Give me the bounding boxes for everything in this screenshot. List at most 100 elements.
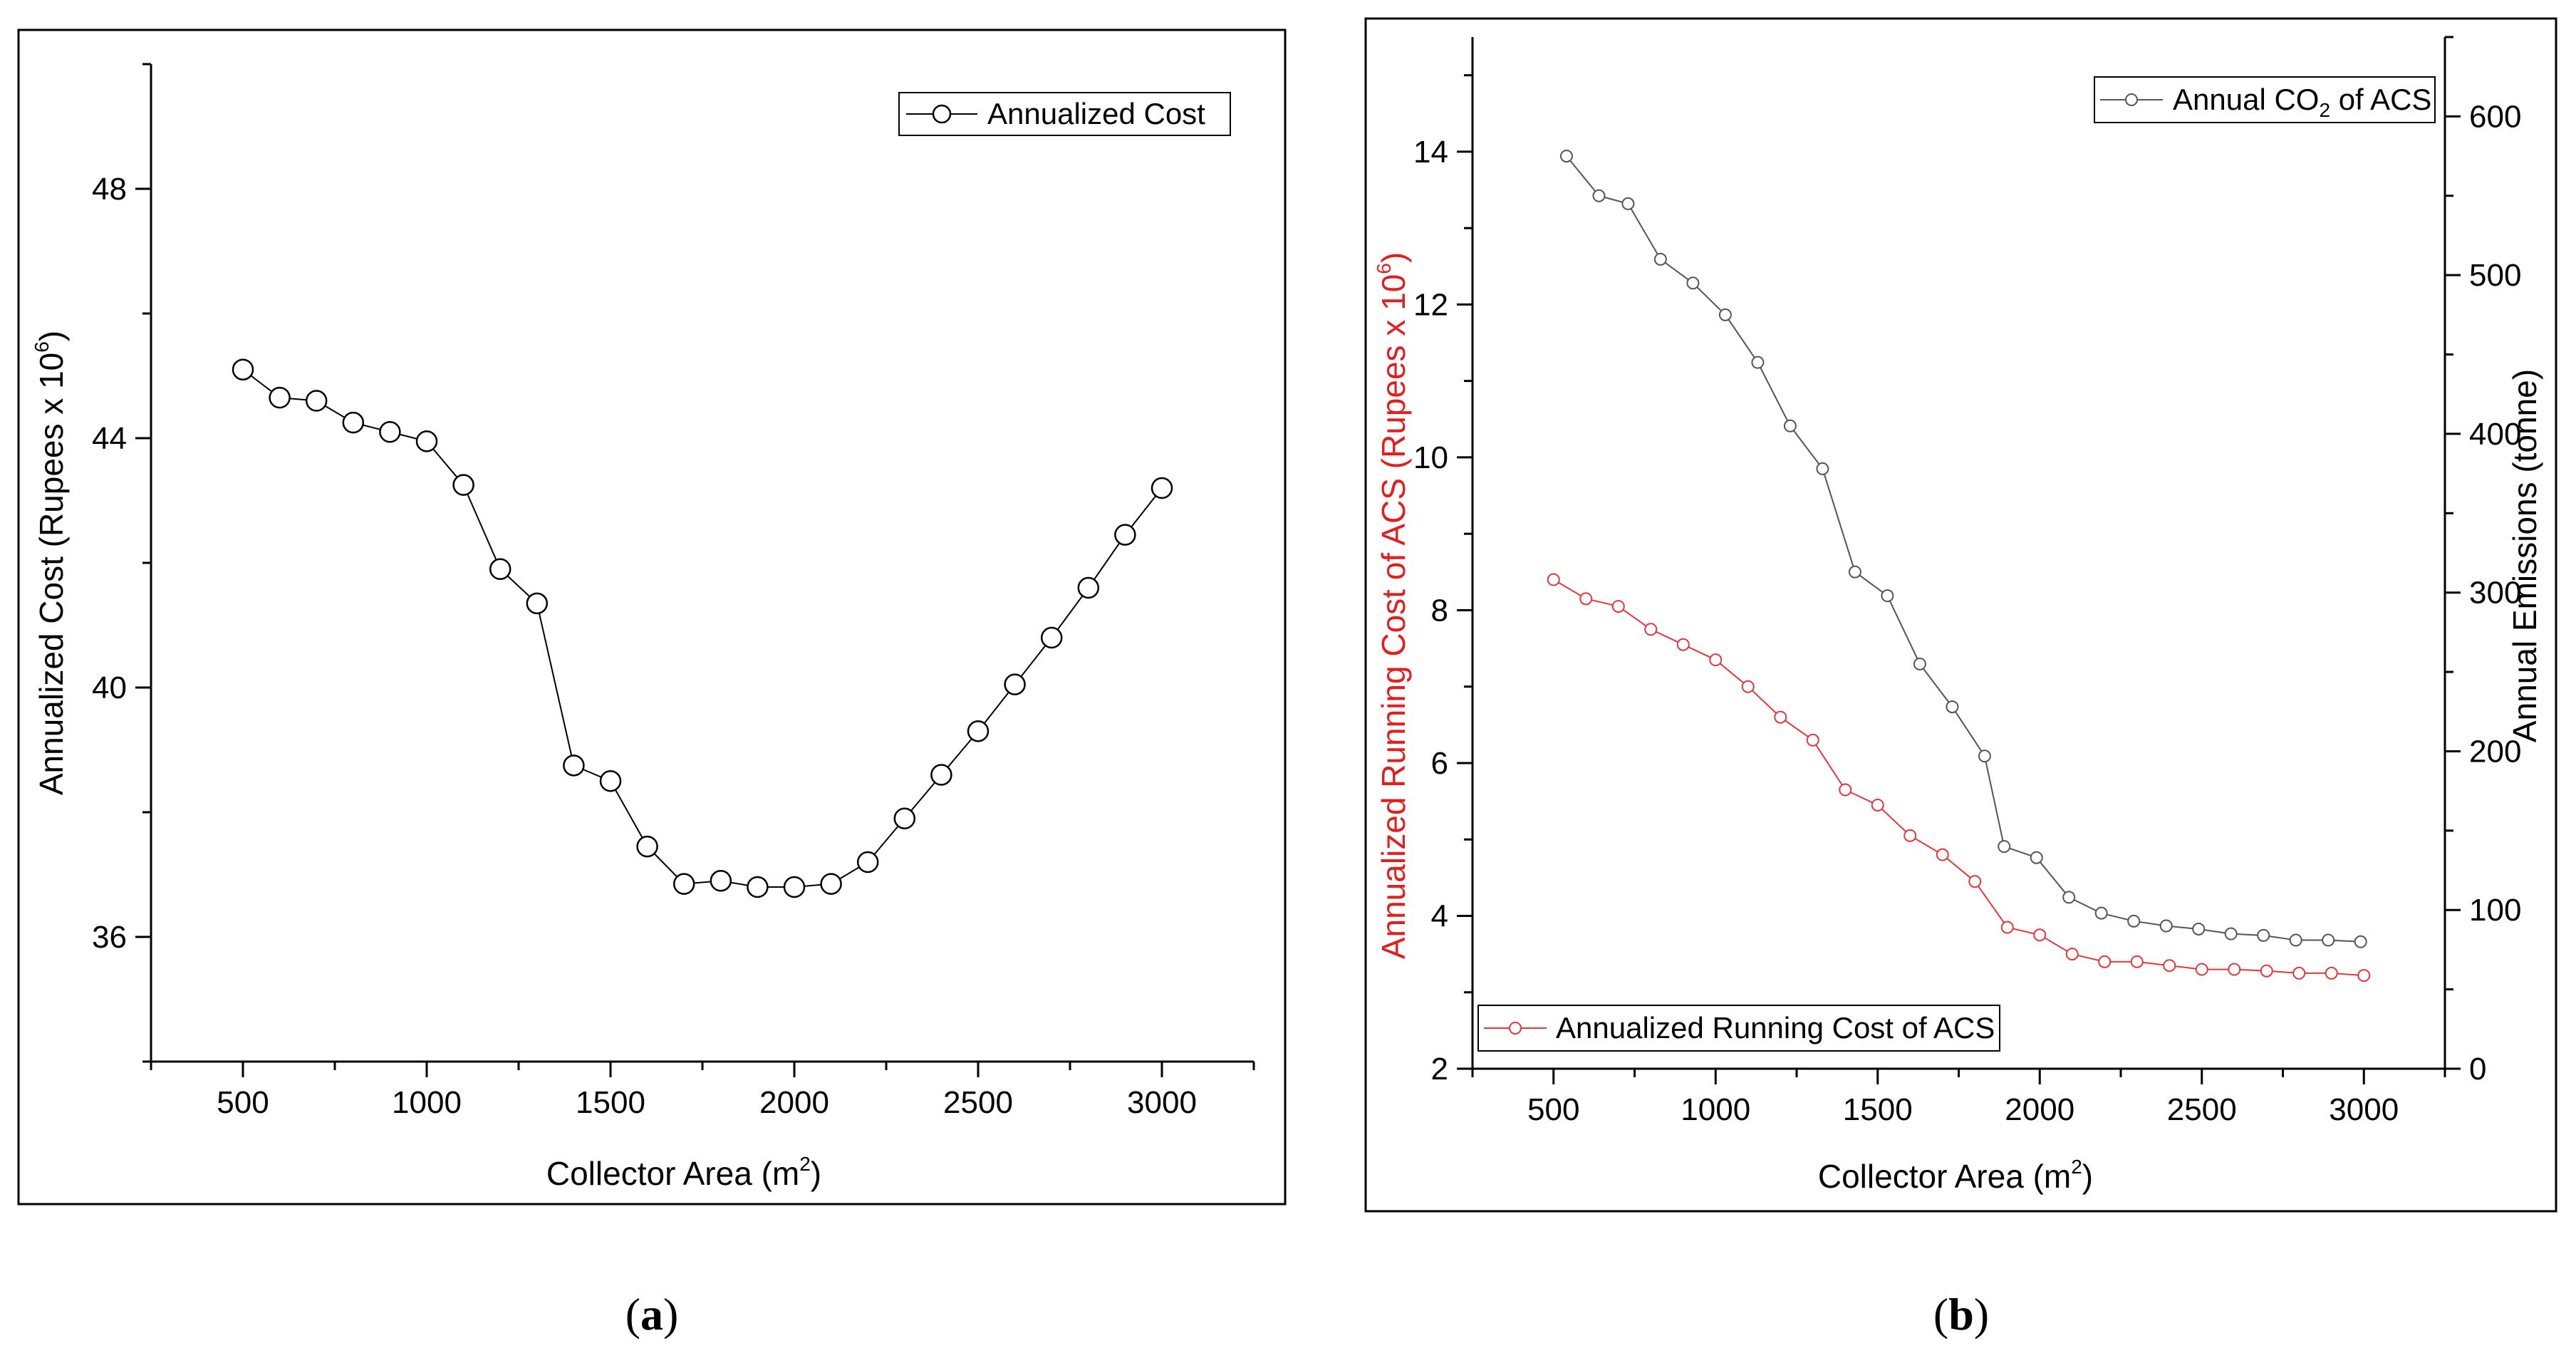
chart-a-frame: [17, 28, 1287, 1206]
chart-a-legend: Annualized Cost: [898, 92, 1231, 136]
chart-b-panel-label: (b): [1933, 1289, 1989, 1339]
chart-b-y2-tick-label: 100: [2469, 893, 2521, 928]
chart-a-y-tick-label: 40: [92, 670, 127, 705]
chart-a-series-0-point: [747, 876, 769, 898]
chart-b-series-1-point: [1653, 252, 1667, 266]
chart-b-series-1-point: [1783, 419, 1797, 432]
chart-a-series-0-point: [599, 770, 622, 792]
chart-b-series-0-point: [2260, 964, 2273, 978]
chart-b-series-0-point: [1709, 653, 1723, 667]
chart-a-series-0-point: [1077, 576, 1100, 599]
chart-a-xlabel: Collector Area (m2): [546, 1153, 821, 1192]
chart-a: 500 1000 1500 2000 2500 3000 36 40 44 48 Annualiz…: [17, 28, 1287, 1339]
chart-b-series-1-point: [1621, 197, 1635, 210]
chart-b-series-0-point: [1839, 783, 1852, 797]
chart-b-y-tick-label: 2: [1431, 1052, 1448, 1087]
chart-b-y-tick-label: 6: [1431, 746, 1448, 781]
chart-b-x-tick-label: 3000: [2329, 1092, 2399, 1127]
chart-a-legend-marker: [932, 104, 952, 124]
chart-b-series-0-point: [1741, 680, 1755, 693]
chart-b-xlabel: Collector Area (m2): [1818, 1156, 2093, 1195]
chart-b-series-0-point: [1774, 710, 1787, 724]
chart-b-series-1-point: [1848, 565, 1861, 579]
chart-b-series-0-point: [2325, 966, 2338, 980]
chart-a-series-0-point: [710, 870, 732, 892]
chart-b-series-1-point: [2030, 851, 2043, 864]
chart-b: 500 1000 1500 2000 2500 300024681012140100200…: [1364, 17, 2557, 1339]
chart-a-x-tick-label: 1000: [392, 1085, 462, 1120]
chart-b-series-0-point: [2228, 963, 2241, 976]
chart-b-series-0-point: [1936, 848, 1949, 861]
chart-b-y-tick-label: 8: [1431, 593, 1448, 628]
chart-b-series-1-point: [1816, 462, 1829, 475]
chart-b-series-0-point: [2357, 969, 2371, 983]
chart-b-series-0-point: [1611, 600, 1625, 613]
chart-b-ylabel-end: ): [1375, 252, 1412, 263]
chart-b-series-1-point: [1559, 150, 1573, 163]
chart-b-series-0-point: [2033, 928, 2047, 942]
chart-a-ylabel-end: ): [33, 331, 70, 341]
chart-a-series-0-point: [452, 474, 474, 496]
chart-a-series-0-point: [232, 358, 254, 380]
chart-b-series-1-point: [2289, 933, 2302, 947]
chart-a-xlabel-end: ): [811, 1155, 821, 1192]
chart-b-series-0-point: [2195, 963, 2208, 976]
chart-b-xlabel-sup: 2: [2071, 1156, 2082, 1178]
chart-b-y2label: Annual Emissions (tonne): [2506, 369, 2543, 742]
chart-b-legend-cost: Annualized Running Cost of ACS: [1477, 1005, 2000, 1052]
chart-b-series-1-point: [1751, 356, 1765, 369]
chart-a-y-tick-label: 44: [92, 421, 127, 456]
chart-b-legend-co2-marker: [2125, 93, 2138, 106]
chart-b-series-1-point: [1998, 840, 2011, 854]
chart-b-y2-tick-label: 300: [2469, 576, 2521, 611]
chart-a-series-0-point: [856, 851, 879, 874]
chart-b-y-tick-label: 4: [1431, 898, 1448, 933]
chart-b-series-0-point: [1904, 829, 1917, 842]
chart-b-y2-tick-label: 500: [2469, 258, 2521, 293]
chart-a-series-0-point: [783, 876, 806, 898]
chart-a-series-0-point: [636, 835, 658, 858]
chart-b-x-tick-label: 2500: [2167, 1092, 2237, 1127]
chart-b-x-tick-label: 500: [1527, 1092, 1579, 1127]
chart-b-y2-tick-label: 400: [2469, 417, 2521, 452]
chart-a-series-0-point: [967, 720, 990, 742]
chart-a-series-0-point: [379, 421, 401, 443]
chart-b-series-1-point: [2094, 906, 2108, 920]
chart-a-series-0-point: [1114, 524, 1136, 546]
chart-b-series-0-point: [2292, 966, 2306, 980]
chart-a-series-0-point: [269, 386, 291, 409]
chart-b-legend-co2-sub: 2: [2319, 99, 2330, 121]
chart-a-ylabel-sup: 6: [31, 341, 53, 353]
chart-b-ylabel-sup: 6: [1373, 263, 1395, 274]
chart-b-series-1-point: [2354, 935, 2367, 948]
chart-b-y2-tick-label: 600: [2469, 99, 2521, 134]
chart-a-series-0-point: [1004, 673, 1026, 695]
chart-a-series-0-point: [305, 390, 328, 412]
chart-b-series-1-point: [2224, 927, 2238, 940]
chart-b-series-1-point: [2192, 922, 2206, 935]
chart-b-series-0-point: [2065, 948, 2079, 961]
chart-b-series-0-point: [2098, 955, 2112, 968]
chart-b-series-0-point: [1547, 573, 1560, 586]
chart-b-series-1-point: [1978, 750, 1991, 763]
chart-b-legend-cost-box: [1477, 1005, 2000, 1052]
chart-b-series-0-point: [1806, 733, 1819, 747]
chart-a-x-tick-label: 1500: [576, 1085, 645, 1120]
chart-a-ylabel: Annualized Cost (Rupees x 106): [31, 331, 70, 795]
chart-a-series-0-point: [893, 807, 916, 829]
chart-b-x-tick-label: 2000: [2005, 1092, 2074, 1127]
chart-b-legend-co2-end: of ACS: [2330, 83, 2431, 116]
chart-a-series-0-point: [672, 873, 695, 895]
chart-b-series-1-point: [1592, 189, 1606, 202]
chart-b-series-1-point: [2322, 933, 2335, 947]
chart-b-y2-tick-label: 0: [2469, 1052, 2486, 1087]
chart-b-legend-co2: Annual CO2 of ACS: [2094, 76, 2436, 123]
chart-b-y2-tick-label: 200: [2469, 734, 2521, 769]
chart-a-x-tick-label: 2500: [943, 1085, 1013, 1120]
chart-a-panel-label: (a): [625, 1289, 679, 1339]
chart-a-series-0-point: [563, 755, 585, 777]
chart-a-x-tick-label: 500: [217, 1085, 269, 1120]
chart-a-series-0-line: [242, 368, 1163, 888]
chart-b-series-0-point: [2163, 959, 2176, 973]
